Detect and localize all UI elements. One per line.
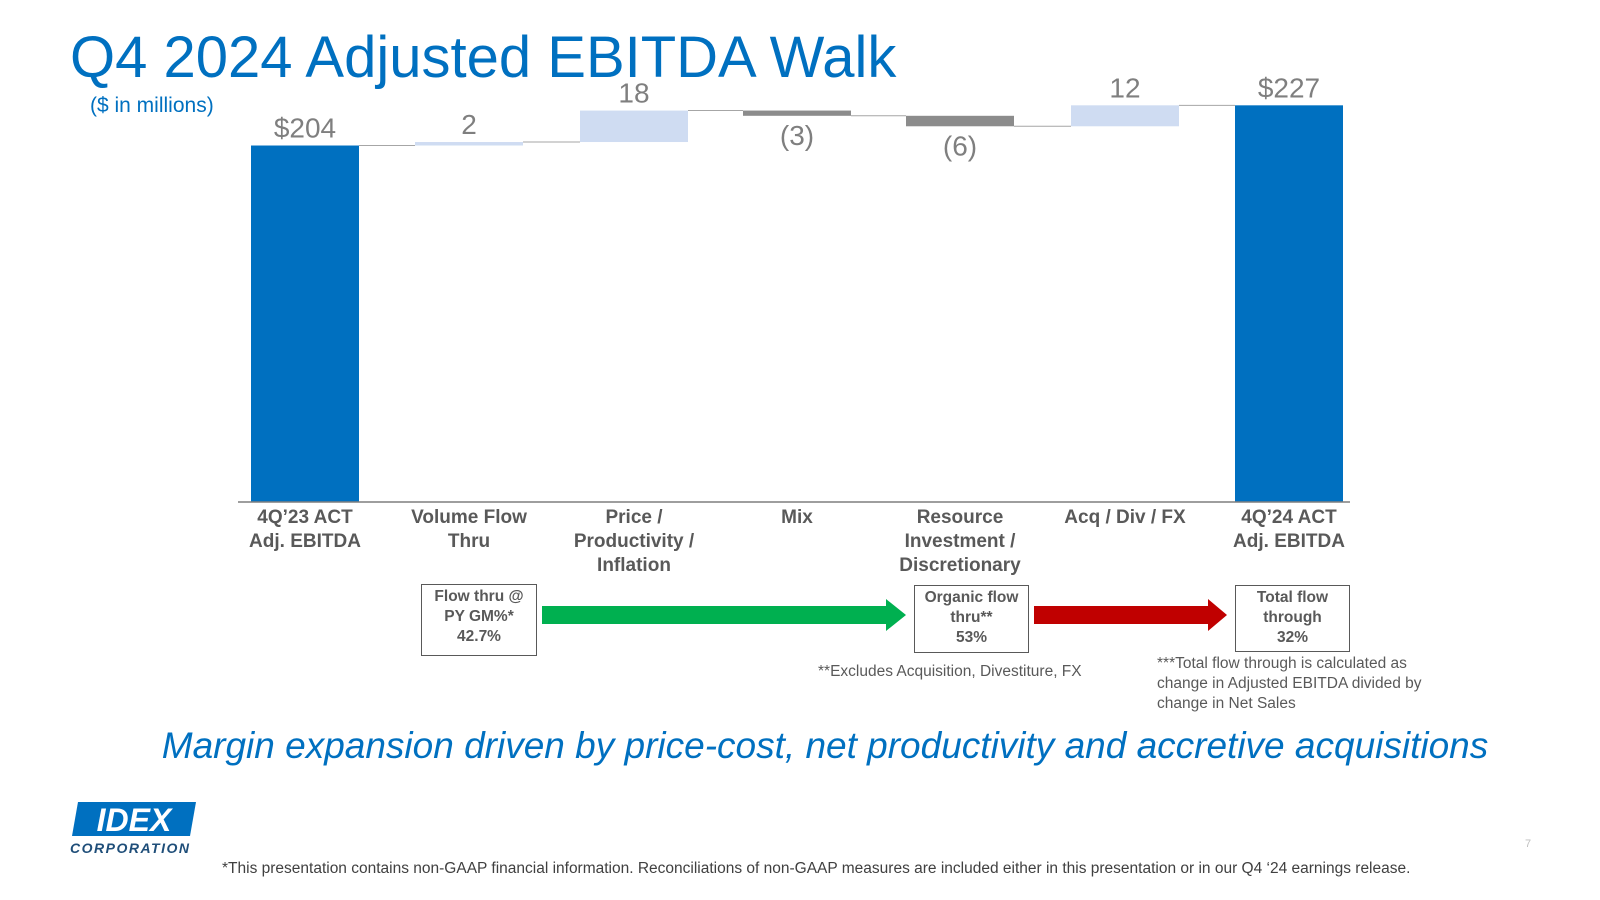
note-line: change in Net Sales [1157, 695, 1296, 712]
note-line: ***Total flow through is calculated as [1157, 655, 1407, 672]
category-label-2: Price / Productivity / Inflation [544, 506, 724, 578]
data-label-0: $204 [274, 113, 336, 144]
flow-box-organic: Organic flow thru** 53% [914, 585, 1029, 653]
headline-text: Margin expansion driven by price-cost, n… [161, 725, 1489, 766]
flow-box-line: 42.7% [457, 628, 501, 645]
flow-box-line: thru** [950, 609, 993, 626]
category-label-line: Acq / Div / FX [1064, 507, 1186, 528]
flow-box-line: through [1263, 609, 1322, 626]
note-line: change in Adjusted EBITDA divided by [1157, 675, 1422, 692]
category-label-line: 4Q’23 ACT [257, 507, 353, 528]
flow-arrows [542, 599, 1227, 631]
flow-box-line: 53% [955, 629, 988, 646]
bar-5 [1071, 105, 1179, 127]
category-label-3: Mix [707, 506, 887, 530]
flow-box-volume: Flow thru @ PY GM%* 42.7% [421, 584, 537, 656]
category-label-line: Thru [447, 531, 491, 552]
data-labels-layer: $204 2 18 (3) (6) 12 $227 [274, 72, 1320, 161]
page-subtitle: ($ in millions) [90, 94, 214, 117]
category-label-line: Volume Flow [411, 507, 527, 528]
logo-subtitle: CORPORATION [70, 840, 191, 856]
waterfall-chart: $204 2 18 (3) (6) 12 $227 [238, 72, 1350, 503]
bar-3 [743, 110, 851, 116]
category-label-line: Investment / [904, 531, 1016, 552]
idex-logo: IDEX [72, 802, 196, 838]
bar-0 [251, 145, 359, 502]
page-number: 7 [1525, 838, 1532, 850]
category-label-4: Resource Investment / Discretionary [870, 506, 1050, 578]
category-label-0: 4Q’23 ACT Adj. EBITDA [215, 506, 395, 554]
data-label-4: (6) [943, 130, 977, 161]
category-label-6: 4Q’24 ACT Adj. EBITDA [1199, 506, 1379, 554]
category-label-5: Acq / Div / FX [1035, 506, 1215, 530]
data-label-1: 2 [461, 109, 477, 140]
data-label-6: $227 [1258, 72, 1320, 103]
flow-box-line: Organic flow [924, 589, 1019, 606]
green-arrow-icon [542, 599, 906, 631]
flow-box-line: Flow thru @ [434, 588, 524, 605]
category-label-line: Discretionary [899, 555, 1021, 576]
bar-4 [906, 115, 1014, 127]
bar-1 [415, 142, 523, 146]
flow-box-line: Total flow [1256, 589, 1329, 606]
excludes-note: **Excludes Acquisition, Divestiture, FX [818, 663, 1082, 680]
category-label-line: Price / [605, 507, 663, 528]
category-label-line: Adj. EBITDA [249, 531, 361, 552]
category-label-1: Volume Flow Thru [379, 506, 559, 554]
category-label-line: Adj. EBITDA [1233, 531, 1345, 552]
red-arrow-icon [1034, 599, 1227, 631]
category-label-line: Mix [781, 507, 813, 528]
category-label-line: Resource [916, 507, 1004, 528]
connectors-layer [359, 104, 1235, 147]
svg-text:IDEX: IDEX [97, 802, 173, 838]
category-label-line: Inflation [597, 555, 671, 576]
bars-layer [251, 105, 1343, 502]
data-label-3: (3) [780, 120, 814, 151]
category-label-line: Productivity / [573, 531, 695, 552]
flow-box-total: Total flow through 32% [1235, 585, 1350, 652]
footnote: *This presentation contains non-GAAP fin… [222, 860, 1411, 877]
total-flow-note: ***Total flow through is calculated as c… [1157, 654, 1422, 714]
page-title: Q4 2024 Adjusted EBITDA Walk [70, 25, 897, 90]
flow-box-line: 32% [1276, 629, 1309, 646]
bar-6 [1235, 105, 1343, 502]
data-label-5: 12 [1109, 72, 1140, 103]
flow-box-line: PY GM%* [444, 608, 514, 625]
bar-2 [580, 110, 688, 143]
data-label-2: 18 [618, 78, 649, 109]
category-label-line: 4Q’24 ACT [1241, 507, 1337, 528]
